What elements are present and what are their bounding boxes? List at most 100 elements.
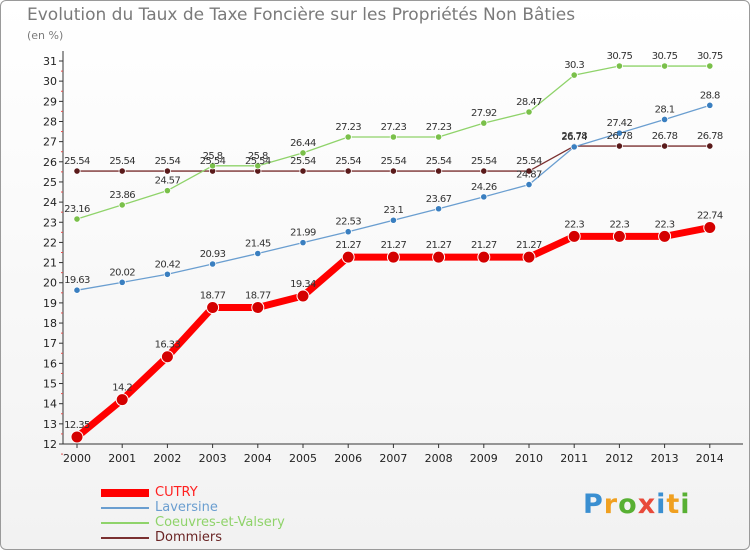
data-point-coeuvres-et-valsery (299, 149, 307, 157)
data-point-coeuvres-et-valsery (209, 162, 217, 170)
data-point-cutry (567, 229, 581, 243)
data-label-laversine: 23.67 (426, 194, 452, 205)
data-label-laversine: 24.87 (516, 170, 542, 181)
data-label-cutry: 21.27 (426, 240, 452, 251)
x-tick-label: 2002 (153, 452, 181, 465)
data-label-dommiers: 26.78 (561, 131, 587, 142)
data-label-cutry: 22.3 (655, 219, 675, 230)
data-point-dommiers (615, 142, 624, 150)
data-point-cutry (658, 229, 672, 243)
data-label-laversine: 21.45 (245, 239, 271, 250)
y-tick-label: 30 (43, 75, 57, 88)
data-point-laversine (73, 286, 81, 294)
y-tick-label: 13 (43, 418, 57, 431)
data-label-dommiers: 25.54 (155, 156, 181, 167)
y-tick-label: 18 (43, 317, 57, 330)
data-point-cutry (432, 250, 446, 264)
data-point-cutry (206, 301, 220, 315)
data-label-cutry: 22.74 (697, 211, 723, 222)
data-label-cutry: 21.27 (335, 240, 361, 251)
y-tick-label: 29 (43, 95, 57, 108)
data-label-cutry: 18.77 (200, 291, 226, 302)
data-label-dommiers: 26.78 (697, 131, 723, 142)
data-label-dommiers: 25.54 (426, 156, 452, 167)
data-point-laversine (525, 180, 533, 189)
data-label-coeuvres-et-valsery: 30.75 (607, 51, 633, 62)
data-label-dommiers: 25.54 (471, 156, 497, 167)
data-point-laversine (254, 249, 262, 258)
legend-item-dommiers: Dommiers (101, 530, 285, 545)
x-tick-label: 2005 (289, 452, 317, 465)
x-tick-label: 2001 (108, 452, 136, 465)
data-label-cutry: 22.3 (564, 219, 584, 230)
logo-letter: P (583, 489, 604, 520)
y-tick-label: 15 (43, 378, 57, 391)
legend-label: Dommiers (155, 530, 223, 545)
data-label-coeuvres-et-valsery: 27.23 (381, 122, 407, 133)
data-point-coeuvres-et-valsery (254, 162, 262, 170)
y-tick-label: 22 (43, 236, 57, 249)
y-tick-label: 16 (43, 357, 57, 370)
data-point-laversine (163, 270, 171, 278)
logo-letter: t (666, 489, 681, 520)
data-point-cutry (612, 229, 626, 243)
data-label-coeuvres-et-valsery: 23.16 (64, 204, 90, 215)
data-label-cutry: 12.35 (64, 420, 90, 431)
data-label-laversine: 20.42 (155, 259, 181, 270)
data-label-cutry: 22.3 (609, 219, 629, 230)
legend-swatch (101, 506, 149, 509)
data-label-laversine: 20.02 (109, 267, 135, 278)
data-label-dommiers: 25.54 (290, 156, 316, 167)
data-label-coeuvres-et-valsery: 30.75 (652, 51, 678, 62)
data-point-dommiers (389, 167, 397, 175)
data-label-dommiers: 25.54 (64, 156, 90, 167)
data-label-coeuvres-et-valsery: 30.3 (564, 60, 584, 71)
data-label-coeuvres-et-valsery: 26.44 (290, 138, 316, 149)
data-point-cutry (477, 250, 491, 264)
data-point-laversine (344, 228, 352, 236)
data-point-cutry (251, 301, 265, 315)
data-point-dommiers (480, 167, 488, 175)
data-point-dommiers (706, 142, 714, 150)
legend: CUTRY Laversine Coeuvres-et-Valsery Dommier… (101, 485, 285, 545)
proxiti-logo: Proxiti (583, 489, 691, 520)
y-tick-label: 24 (43, 196, 57, 209)
series-line-coeuvres-et-valsery (76, 65, 711, 220)
y-tick-label: 31 (43, 55, 57, 68)
legend-label: CUTRY (155, 485, 198, 500)
data-point-dommiers (344, 167, 352, 175)
data-label-coeuvres-et-valsery: 25.8 (248, 151, 268, 162)
y-tick-label: 20 (43, 277, 57, 290)
data-point-cutry (70, 430, 84, 444)
data-label-dommiers: 25.54 (516, 156, 542, 167)
data-point-dommiers (163, 167, 171, 175)
data-point-coeuvres-et-valsery (344, 133, 352, 141)
logo-letter: o (618, 489, 638, 520)
data-label-coeuvres-et-valsery: 28.47 (516, 97, 542, 108)
data-point-coeuvres-et-valsery (480, 119, 488, 127)
data-point-laversine (570, 143, 578, 151)
x-tick-label: 2013 (651, 452, 679, 465)
data-point-coeuvres-et-valsery (615, 62, 624, 70)
legend-swatch (101, 488, 149, 497)
data-label-laversine: 23.1 (383, 205, 403, 216)
data-label-cutry: 19.34 (290, 279, 316, 290)
logo-letter: i (656, 489, 667, 520)
x-tick-label: 2010 (515, 452, 543, 465)
x-tick-label: 2009 (470, 452, 498, 465)
logo-letter: x (637, 489, 657, 520)
data-point-coeuvres-et-valsery (570, 71, 578, 79)
data-label-coeuvres-et-valsery: 23.86 (109, 190, 135, 201)
y-tick-label: 14 (43, 398, 57, 411)
data-label-laversine: 28.1 (655, 104, 675, 115)
data-label-coeuvres-et-valsery: 27.23 (426, 122, 452, 133)
x-tick-label: 2007 (379, 452, 407, 465)
data-label-coeuvres-et-valsery: 27.23 (335, 122, 361, 133)
data-label-dommiers: 25.54 (200, 156, 226, 167)
data-label-dommiers: 25.54 (245, 156, 271, 167)
data-point-coeuvres-et-valsery (706, 62, 714, 70)
y-tick-label: 27 (43, 136, 57, 149)
data-point-coeuvres-et-valsery (525, 108, 533, 116)
data-point-coeuvres-et-valsery (660, 62, 669, 70)
